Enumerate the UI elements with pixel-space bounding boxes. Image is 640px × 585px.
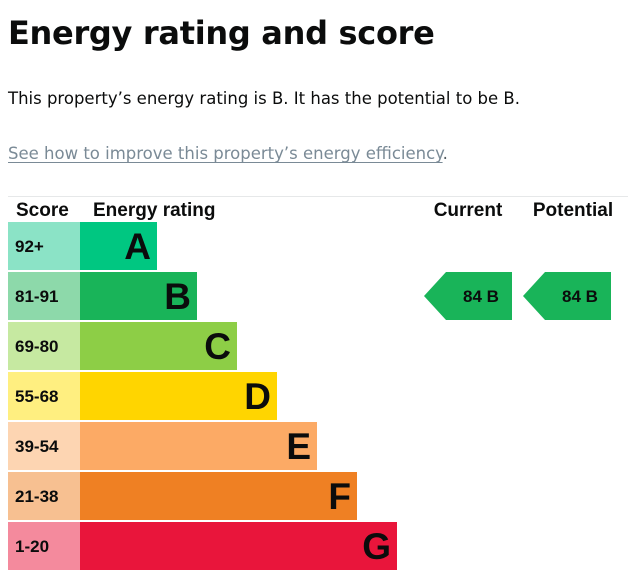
potential-rating-marker-arrow — [523, 272, 611, 320]
rating-bar — [80, 422, 317, 470]
rating-bar — [80, 372, 277, 420]
rating-bar — [80, 222, 157, 270]
score-range-label: 21-38 — [15, 487, 58, 506]
potential-header: Potential — [533, 200, 613, 221]
rating-letter: A — [124, 226, 151, 267]
rating-bands: 92+ A 81-91 B 69-80 C 55-68 D 39-54 E 21-38 F 1-20 G — [8, 222, 397, 570]
score-cell — [8, 322, 80, 370]
rating-band-g: 1-20 G — [8, 522, 397, 570]
section-divider — [8, 196, 628, 197]
energy-rating-header: Energy rating — [93, 200, 215, 221]
current-rating-marker: 84 B — [424, 272, 512, 320]
rating-bar — [80, 472, 357, 520]
rating-letter: B — [164, 276, 191, 317]
rating-bar — [80, 272, 197, 320]
potential-rating-marker-label: 84 B — [562, 287, 598, 306]
rating-band-d: 55-68 D — [8, 372, 277, 420]
score-cell — [8, 222, 80, 270]
score-range-label: 92+ — [15, 237, 44, 256]
score-range-label: 69-80 — [15, 337, 58, 356]
rating-band-e: 39-54 E — [8, 422, 317, 470]
improve-efficiency-link[interactable]: See how to improve this property’s energ… — [8, 144, 443, 163]
current-rating-marker-arrow — [424, 272, 512, 320]
score-range-label: 81-91 — [15, 287, 58, 306]
potential-rating-marker: 84 B — [523, 272, 611, 320]
score-cell — [8, 522, 80, 570]
score-header: Score — [16, 200, 69, 221]
rating-band-c: 69-80 C — [8, 322, 237, 370]
energy-rating-summary: This property’s energy rating is B. It h… — [8, 89, 520, 108]
rating-bar — [80, 522, 397, 570]
score-range-label: 1-20 — [15, 537, 49, 556]
rating-bar — [80, 322, 237, 370]
rating-letter: C — [204, 326, 231, 367]
rating-band-b: 81-91 B — [8, 272, 197, 320]
page-title: Energy rating and score — [8, 14, 435, 52]
improve-line: See how to improve this property’s energ… — [8, 144, 448, 163]
score-range-label: 39-54 — [15, 437, 59, 456]
rating-letter: D — [244, 376, 271, 417]
current-rating-marker-label: 84 B — [463, 287, 499, 306]
current-header: Current — [434, 200, 503, 221]
score-range-label: 55-68 — [15, 387, 58, 406]
score-cell — [8, 472, 80, 520]
rating-band-a: 92+ A — [8, 222, 157, 270]
rating-band-f: 21-38 F — [8, 472, 357, 520]
score-cell — [8, 272, 80, 320]
rating-letter: F — [328, 476, 351, 517]
rating-markers: 84 B 84 B — [424, 272, 611, 320]
score-cell — [8, 422, 80, 470]
score-cell — [8, 372, 80, 420]
improve-line-suffix: . — [442, 144, 448, 163]
rating-letter: G — [362, 526, 391, 567]
rating-letter: E — [286, 426, 311, 467]
